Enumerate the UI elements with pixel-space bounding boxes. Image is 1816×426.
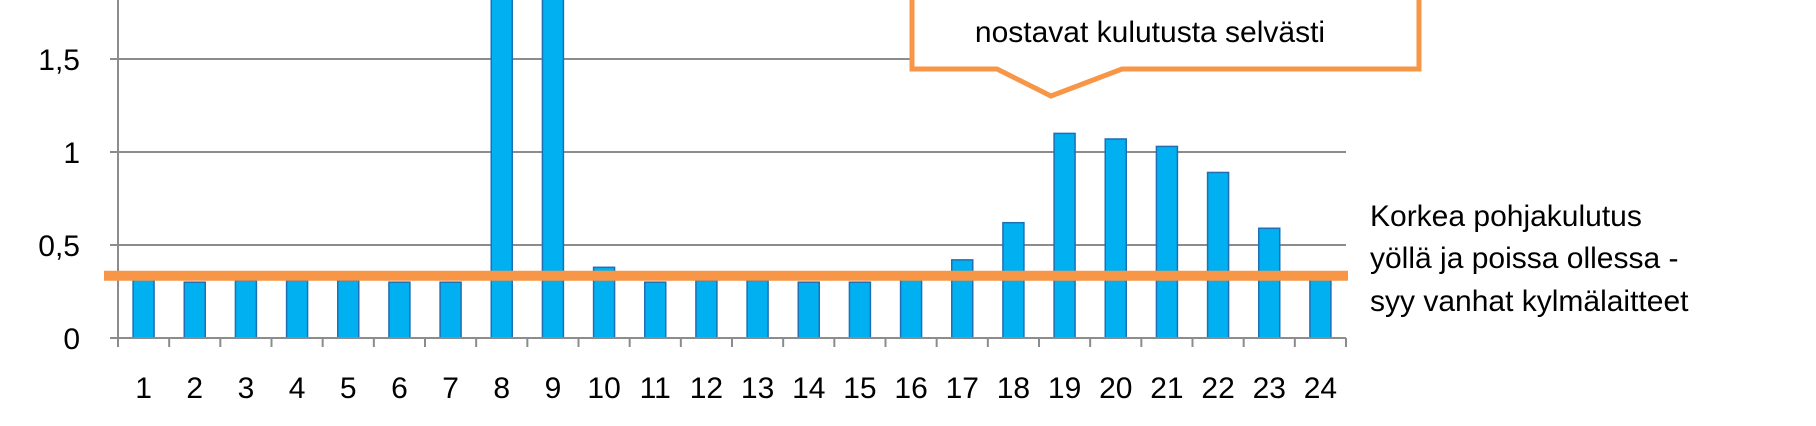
x-tick-label: 21 xyxy=(1150,372,1183,405)
y-tick-labels: 0 0,5 1 1,5 xyxy=(38,44,80,356)
y-tick-label: 1,5 xyxy=(38,44,80,77)
x-tick-label: 23 xyxy=(1253,372,1286,405)
x-tick-label: 11 xyxy=(640,372,671,405)
bar-20 xyxy=(1104,138,1127,339)
x-tick-label: 13 xyxy=(741,372,774,405)
bar-22 xyxy=(1206,171,1230,339)
x-tick-label: 15 xyxy=(843,372,876,405)
x-tick-label: 16 xyxy=(894,372,927,405)
bar-3 xyxy=(234,279,258,339)
x-tick-label: 7 xyxy=(442,372,459,405)
callout-shape xyxy=(909,0,1422,99)
x-tick-label: 8 xyxy=(493,372,510,405)
bar-14 xyxy=(797,281,820,339)
side-note-line-1: Korkea pohjakulutus xyxy=(1370,200,1642,233)
x-tick-label: 10 xyxy=(587,372,620,405)
x-tick-label: 5 xyxy=(340,372,357,405)
side-note-line-3: syy vanhat kylmälaitteet xyxy=(1370,285,1689,318)
x-tick-label: 1 xyxy=(135,372,152,405)
bar-23 xyxy=(1258,227,1281,339)
bars xyxy=(132,0,1332,339)
bar-12 xyxy=(695,279,718,339)
x-tick-label: 6 xyxy=(391,372,408,405)
bar-19 xyxy=(1053,132,1076,339)
bar-8 xyxy=(490,0,513,339)
y-tick-label: 0 xyxy=(63,323,80,356)
x-tick-label: 14 xyxy=(792,372,825,405)
callout-box: nostavat kulutusta selvästi xyxy=(909,0,1422,99)
axes xyxy=(110,0,1347,347)
x-tick-label: 9 xyxy=(545,372,562,405)
y-tick-label: 0,5 xyxy=(38,230,80,263)
x-tick-label: 22 xyxy=(1201,372,1234,405)
y-tick-label: 1 xyxy=(63,137,80,170)
bar-9 xyxy=(541,0,565,339)
x-tick-label: 2 xyxy=(186,372,203,405)
bar-7 xyxy=(439,281,462,339)
x-tick-label: 3 xyxy=(238,372,255,405)
x-tick-label: 4 xyxy=(289,372,306,405)
x-tick-label: 24 xyxy=(1304,372,1337,405)
bar-4 xyxy=(285,279,309,339)
callout-text-line: nostavat kulutusta selvästi xyxy=(975,16,1325,49)
side-note-line-2: yöllä ja poissa ollessa - xyxy=(1370,242,1678,275)
bar-1 xyxy=(132,277,155,339)
x-tick-label: 17 xyxy=(946,372,979,405)
bar-16 xyxy=(899,275,923,339)
bar-11 xyxy=(644,281,667,339)
side-note: Korkea pohjakulutus yöllä ja poissa olle… xyxy=(1370,200,1689,318)
x-tick-label: 19 xyxy=(1048,372,1081,405)
x-tick-labels: 1 2 3 4 5 6 7 8 9 10 11 12 13 14 15 16 17 18 19 20 21 22 23 24 xyxy=(135,372,1337,405)
bar-2 xyxy=(183,281,206,339)
bar-24 xyxy=(1309,275,1332,339)
bar-5 xyxy=(337,279,360,339)
bar-21 xyxy=(1155,145,1179,339)
x-tick-label: 18 xyxy=(997,372,1030,405)
x-tick-label: 12 xyxy=(690,372,723,405)
x-tick-label: 20 xyxy=(1099,372,1132,405)
bar-15 xyxy=(848,281,872,339)
bar-6 xyxy=(388,281,411,339)
bar-13 xyxy=(746,279,769,339)
